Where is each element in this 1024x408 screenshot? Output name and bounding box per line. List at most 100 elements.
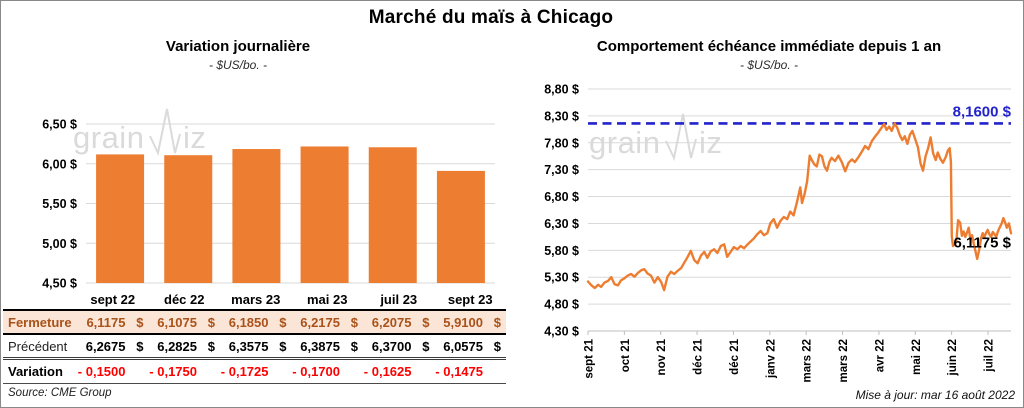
table-cell: - 0,1750: [149, 364, 221, 379]
y-axis-tick-label: 5,50 $: [42, 197, 77, 211]
daily-variation-bar-chart: 6,50 $ 6,00 $ 5,50 $ 5,00 $ 4,50 $ grain iz: [42, 108, 495, 291]
table-cell: 6,3700 $: [363, 339, 435, 354]
y-axis-tick-label: 7,80 $: [544, 136, 579, 150]
x-axis-tick-label: oct 21: [620, 338, 632, 372]
resistance-label: 8,1600 $: [953, 103, 1012, 120]
y-axis-tick-label: 8,30 $: [544, 109, 579, 123]
cell-value: 6,2825: [157, 338, 197, 354]
table-cell: 6,3875 $: [292, 339, 364, 354]
cell-value: - 0,1725: [220, 364, 269, 379]
cell-currency: $: [136, 338, 144, 354]
table-cell: 6,3575 $: [220, 339, 292, 354]
cell-currency: [488, 364, 501, 379]
cell-currency: $: [493, 338, 501, 354]
cell-currency: [417, 364, 430, 379]
front-month-title: Comportement échéance immédiate depuis 1…: [596, 38, 942, 55]
y-axis-tick-label: 4,30 $: [544, 325, 579, 339]
cell-currency: $: [207, 338, 215, 354]
y-axis-tick-label: 8,80 $: [544, 83, 579, 97]
cell-currency: $: [279, 314, 287, 330]
bar-sept-22: [96, 154, 145, 283]
x-axis-tick-label: janv 22: [765, 339, 777, 379]
cell-value: 6,3575: [228, 338, 269, 354]
table-cell: 6,2825 $: [149, 339, 221, 354]
table-column-header: sept 23: [447, 292, 493, 307]
x-axis-tick-label: sept 21: [584, 338, 596, 378]
daily-variation-title: Variation journalière: [165, 38, 311, 55]
cell-value: - 0,1475: [435, 364, 483, 379]
watermark-text: iz: [183, 120, 206, 155]
table-column-header: sept 22: [90, 292, 136, 307]
table-cell: - 0,1700: [292, 364, 364, 379]
table-column-header: mars 23: [231, 292, 281, 307]
watermark-text: iz: [699, 125, 722, 160]
x-axis-tick-label: mai 22: [911, 339, 923, 375]
table-row-label: Fermeture: [8, 314, 72, 330]
y-axis-tick-label: 6,30 $: [544, 217, 579, 231]
cell-value: 6,3700: [371, 338, 412, 354]
x-axis-tick-label: déc 21: [693, 338, 705, 374]
x-axis-tick-label: avr 22: [874, 339, 886, 372]
x-axis-tick-label: déc 21: [729, 338, 741, 374]
table-cell: - 0,1475: [435, 364, 507, 379]
cell-value: 6,1850: [228, 314, 269, 330]
bar-déc-22: [164, 155, 213, 283]
cell-value: 6,0575: [443, 338, 483, 354]
y-axis-tick-label: 4,50 $: [42, 277, 77, 291]
cell-value: 6,2175: [300, 314, 340, 330]
watermark-text: grain: [73, 120, 144, 155]
cell-currency: [202, 364, 215, 379]
bar-sept-23: [436, 170, 485, 283]
table-cell: - 0,1500: [77, 364, 149, 379]
watermark-w-icon: [149, 108, 181, 157]
cell-value: - 0,1750: [149, 364, 197, 379]
x-axis-tick-label: juin 22: [947, 339, 959, 376]
cell-value: 5,9100: [443, 314, 483, 330]
table-cell: 6,0575 $: [435, 339, 507, 354]
table-cell: 6,1075 $: [149, 315, 221, 330]
watermark-text: grain: [589, 125, 660, 160]
cell-currency: [345, 364, 358, 379]
cell-currency: $: [350, 338, 358, 354]
table-row-label: Variation: [8, 364, 63, 379]
table-column-header: mai 23: [307, 292, 348, 307]
y-axis-tick-label: 6,50 $: [42, 118, 77, 132]
page-title: Marché du maïs à Chicago: [368, 7, 614, 28]
cell-value: 6,2075: [371, 314, 412, 330]
table-cell: - 0,1725: [220, 364, 292, 379]
cell-value: - 0,1700: [292, 364, 340, 379]
cell-value: 6,3875: [300, 338, 340, 354]
table-row-fermeture: Fermeture 6,1175 $6,1075 $6,1850 $ 6,2175 $6,2…: [3, 311, 506, 335]
cell-value: 6,1175: [86, 314, 126, 330]
front-month-line-chart: 8,80 $ 8,30 $ 7,80 $ 7,30 $ 6,80 $ 6,30 $ 5,80…: [544, 83, 1013, 382]
y-axis-tick-label: 5,80 $: [544, 244, 579, 258]
table-cell: 6,1850 $: [220, 315, 292, 330]
cell-currency: $: [279, 338, 287, 354]
table-column-header: déc 22: [164, 292, 205, 307]
y-axis-tick-label: 7,30 $: [544, 163, 579, 177]
cell-value: - 0,1500: [77, 364, 126, 379]
x-axis-tick-label: nov 21: [656, 338, 668, 375]
table-row-variation: Variation - 0,1500 - 0,1750 - 0,1725 - 0,170…: [3, 360, 506, 384]
futures-table: sept 22 déc 22 mars 23 mai 23 juil 23 sept 23…: [3, 290, 506, 384]
bar-mars-23: [232, 149, 281, 283]
last-price-label: 6,1175 $: [953, 234, 1011, 251]
y-axis-tick-label: 6,00 $: [42, 157, 77, 171]
cell-value: - 0,1625: [363, 364, 412, 379]
watermark-w-icon: [665, 113, 697, 162]
cell-currency: $: [207, 314, 215, 330]
bar-mai-23: [300, 146, 349, 283]
table-column-header: juil 23: [380, 292, 418, 307]
y-axis-tick-label: 5,30 $: [544, 271, 579, 285]
price-line: [586, 122, 1013, 292]
grainwiz-watermark: grain iz: [73, 108, 206, 157]
cell-currency: [274, 364, 287, 379]
table-cell: 5,9100 $: [435, 315, 507, 330]
y-axis-tick-label: 5,00 $: [42, 237, 77, 251]
table-row-label: Précédent: [8, 338, 68, 354]
x-axis-tick-label: juil 22: [984, 339, 996, 373]
table-cell: 6,2675 $: [77, 339, 149, 354]
front-month-unit: - $US/bo. -: [739, 58, 799, 72]
table-cell: 6,2075 $: [363, 315, 435, 330]
